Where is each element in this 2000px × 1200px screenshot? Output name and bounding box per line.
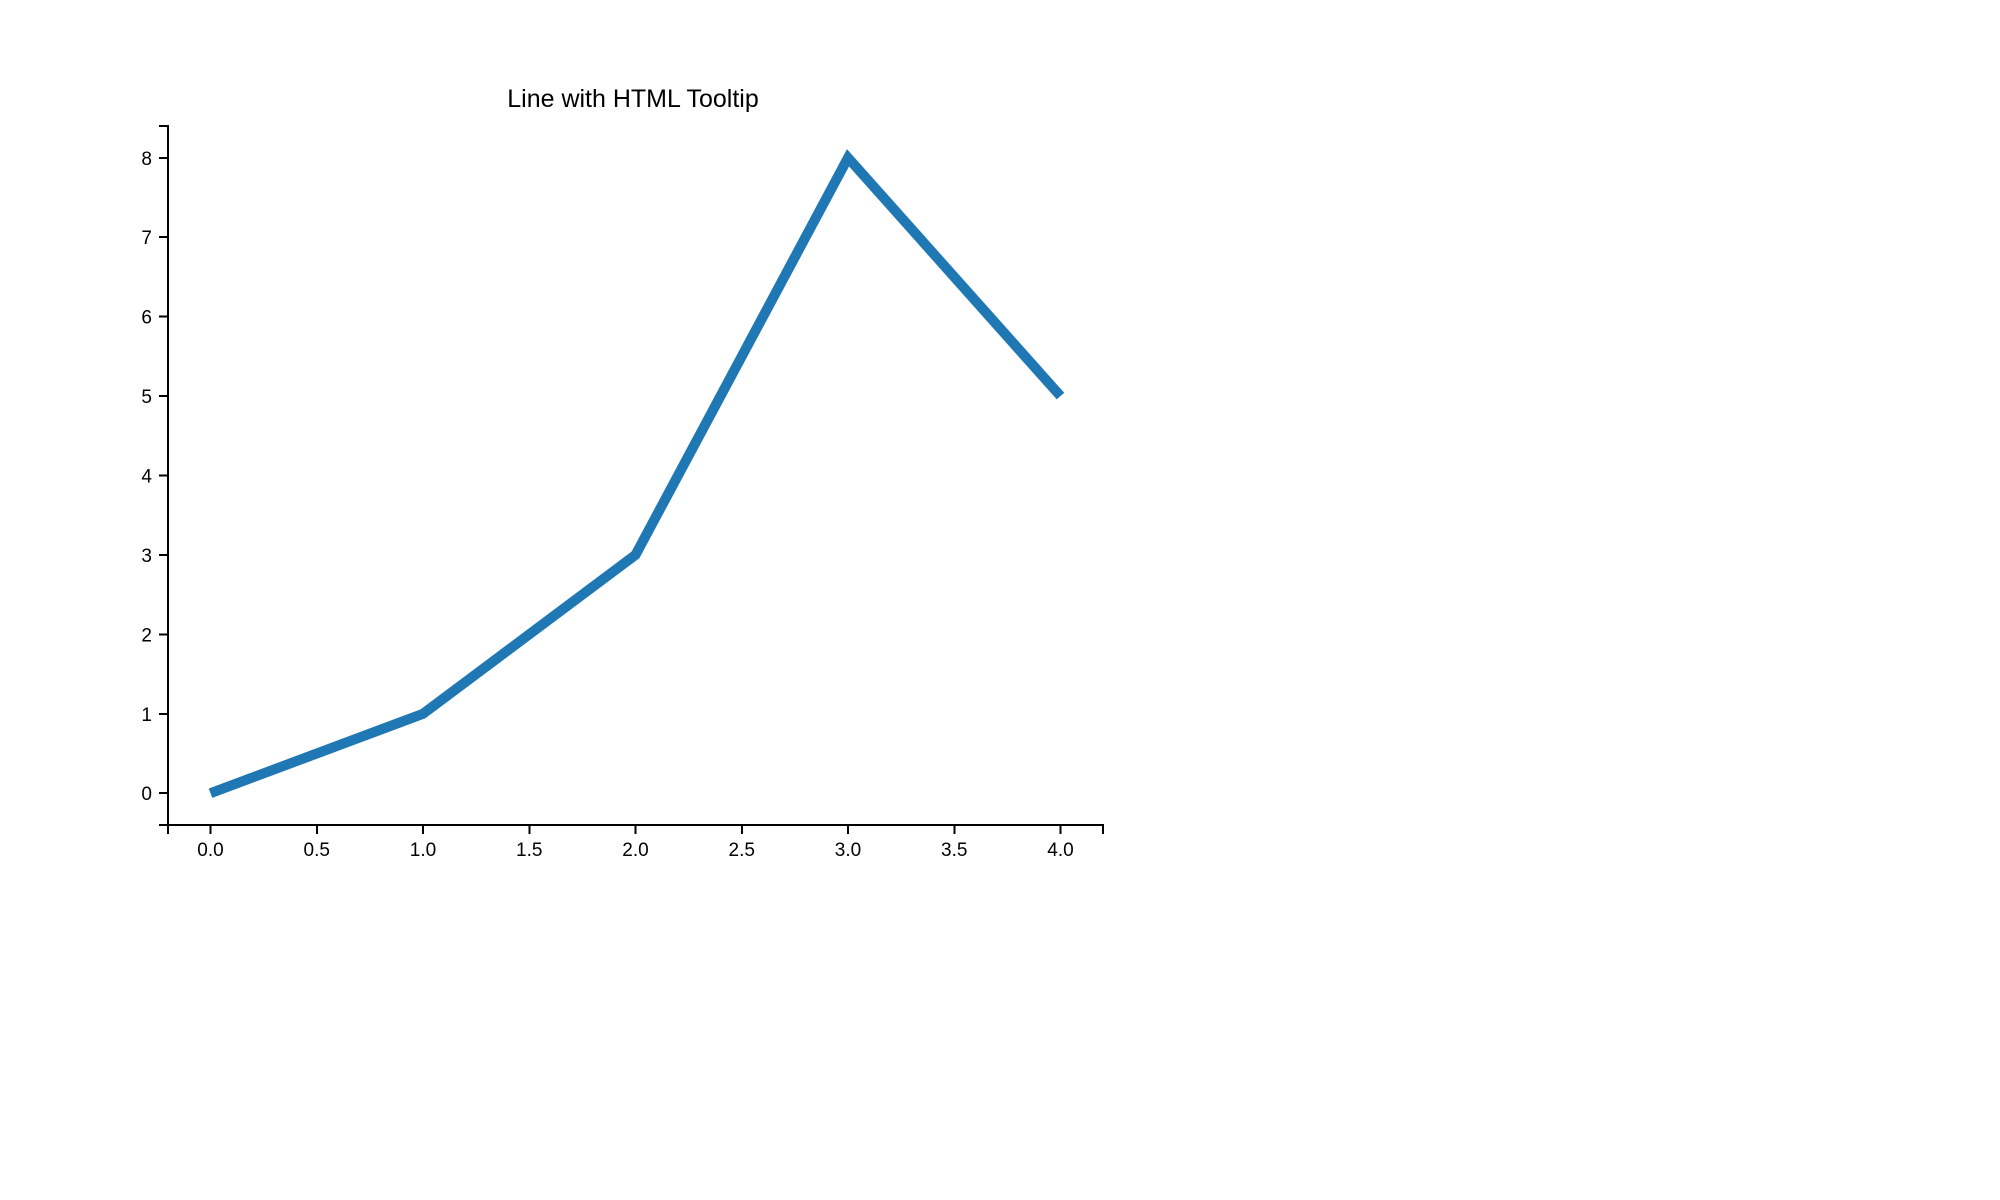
x-tick-label: 0.5 xyxy=(304,840,330,861)
y-tick-label: 2 xyxy=(141,625,152,646)
x-tick-label: 4.0 xyxy=(1047,840,1073,861)
x-tick-label: 2.5 xyxy=(729,840,755,861)
x-tick-label: 1.5 xyxy=(516,840,542,861)
y-tick-label: 5 xyxy=(141,387,152,408)
chart-title: Line with HTML Tooltip xyxy=(507,85,759,113)
x-axis: 0.0 0.5 1.0 1.5 2.0 2.5 3.0 3.5 4.0 xyxy=(167,824,1104,861)
y-tick-label: 3 xyxy=(141,546,152,567)
y-tick-label: 1 xyxy=(141,705,152,726)
x-tick-label: 3.0 xyxy=(835,840,861,861)
x-tick-label: 1.0 xyxy=(410,840,436,861)
y-tick-label: 8 xyxy=(141,149,152,170)
x-tick-label: 3.5 xyxy=(941,840,967,861)
series-line[interactable] xyxy=(208,149,1065,798)
x-tick-label: 0.0 xyxy=(197,840,223,861)
plot-area xyxy=(208,149,1065,798)
y-tick-label: 0 xyxy=(141,784,152,805)
y-tick-label: 4 xyxy=(141,467,152,488)
y-tick-label: 6 xyxy=(141,308,152,329)
y-axis: 0 1 2 3 4 5 6 7 8 xyxy=(141,125,169,826)
y-tick-label: 7 xyxy=(141,228,152,249)
x-tick-label: 2.0 xyxy=(622,840,648,861)
